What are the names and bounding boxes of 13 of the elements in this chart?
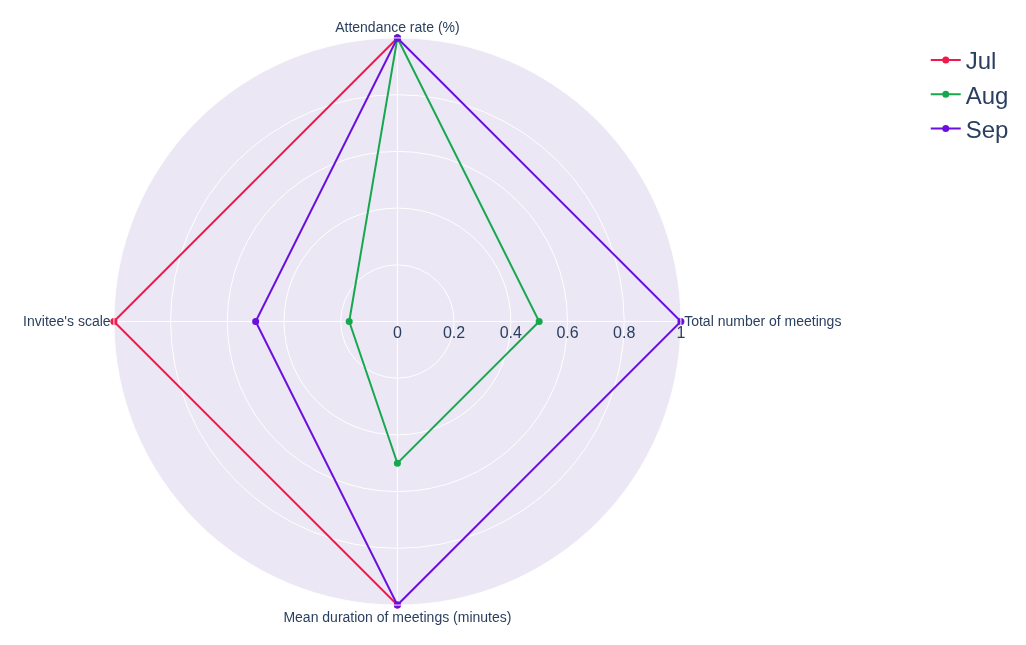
y-tick-label: 0	[392, 324, 402, 341]
legend-label: Jul	[965, 47, 997, 75]
y-tick-label: 0.4	[499, 324, 523, 341]
spoke-label: Attendance rate (%)	[335, 18, 460, 35]
y-tick-label: 1	[676, 324, 686, 341]
y-tick-label: 0.6	[556, 324, 579, 341]
y-tick-label: 0.8	[613, 324, 636, 341]
spoke-label: Invitee's scale	[23, 313, 111, 330]
legend-label: Aug	[965, 81, 1009, 109]
spoke-label: Mean duration of meetings (minutes)	[283, 609, 512, 626]
spoke-label: Total number of meetings	[684, 313, 842, 330]
legend-label: Sep	[965, 115, 1009, 143]
y-tick-label: 0.2	[442, 324, 466, 341]
